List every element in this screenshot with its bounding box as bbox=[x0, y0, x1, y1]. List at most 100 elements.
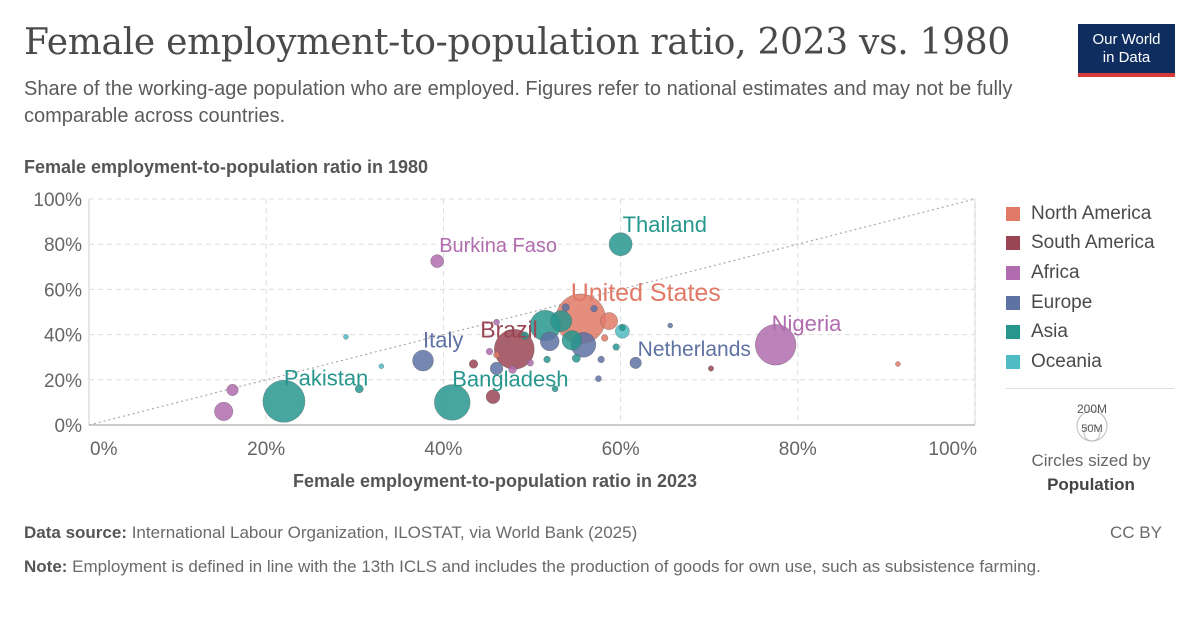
point[interactable] bbox=[493, 318, 500, 326]
point[interactable] bbox=[895, 361, 901, 367]
point[interactable] bbox=[561, 330, 582, 351]
label-italy: Italy bbox=[423, 328, 463, 353]
legend-item-north-america[interactable]: North America bbox=[1006, 199, 1155, 229]
legend-label: North America bbox=[1031, 202, 1152, 224]
point[interactable] bbox=[468, 359, 479, 369]
point[interactable] bbox=[601, 334, 609, 342]
point[interactable] bbox=[489, 361, 504, 376]
point[interactable] bbox=[226, 383, 239, 396]
region-legend: North America South America Africa Europ… bbox=[1006, 199, 1155, 377]
point[interactable] bbox=[378, 363, 385, 369]
chart-title: Female employment-to-population ratio, 2… bbox=[24, 22, 1010, 63]
x-tick-label: 100% bbox=[928, 439, 977, 460]
point[interactable] bbox=[619, 324, 626, 332]
legend-label: Asia bbox=[1031, 321, 1068, 343]
legend-swatch bbox=[1006, 325, 1020, 340]
point-burkina-faso[interactable] bbox=[430, 254, 444, 268]
label-united-states: United States bbox=[571, 279, 721, 307]
logo-line-2: in Data bbox=[1102, 49, 1151, 66]
point[interactable] bbox=[543, 355, 551, 364]
size-label-small: 50M bbox=[1081, 423, 1102, 435]
point[interactable] bbox=[214, 401, 234, 421]
label-burkina-faso: Burkina Faso bbox=[439, 235, 557, 257]
legend-swatch bbox=[1006, 295, 1020, 310]
data-points bbox=[214, 232, 901, 423]
point[interactable] bbox=[551, 385, 559, 393]
point[interactable] bbox=[595, 375, 602, 382]
legend-item-africa[interactable]: Africa bbox=[1006, 258, 1155, 288]
data-source: Data source: International Labour Organi… bbox=[24, 523, 637, 543]
legend-item-europe[interactable]: Europe bbox=[1006, 288, 1155, 318]
y-tick-label: 80% bbox=[44, 235, 82, 256]
point[interactable] bbox=[600, 312, 618, 330]
size-caption-text: Circles sized by bbox=[1031, 451, 1151, 470]
source-label: Data source: bbox=[24, 523, 127, 542]
chart-subtitle: Share of the working-age population who … bbox=[24, 78, 1013, 127]
label-pakistan: Pakistan bbox=[284, 365, 368, 390]
note-text: Employment is defined in line with the 1… bbox=[67, 557, 1041, 576]
legend-label: Africa bbox=[1031, 261, 1080, 283]
point[interactable] bbox=[612, 343, 620, 351]
owid-logo[interactable]: Our World in Data bbox=[1078, 24, 1175, 77]
point[interactable] bbox=[485, 347, 494, 356]
point[interactable] bbox=[526, 359, 534, 367]
diagonal-reference-line bbox=[88, 198, 976, 426]
point[interactable] bbox=[571, 354, 581, 363]
y-tick-label: 40% bbox=[44, 326, 82, 347]
legend-label: Oceania bbox=[1031, 350, 1102, 372]
note-label: Note: bbox=[24, 557, 68, 576]
label-thailand: Thailand bbox=[623, 212, 707, 237]
point[interactable] bbox=[540, 331, 560, 352]
point-pakistan[interactable] bbox=[262, 379, 306, 423]
note: Note: Employment is defined in line with… bbox=[24, 555, 1144, 579]
size-legend: 200M 50M Circles sized by Population bbox=[1006, 388, 1174, 494]
point[interactable] bbox=[708, 365, 714, 372]
license-link[interactable]: CC BY bbox=[1110, 523, 1162, 542]
point-italy[interactable] bbox=[412, 349, 434, 372]
logo-line-1: Our World bbox=[1092, 31, 1161, 48]
legend-swatch bbox=[1006, 236, 1020, 251]
legend-swatch bbox=[1006, 265, 1020, 280]
point[interactable] bbox=[597, 355, 605, 364]
y-tick-label: 20% bbox=[44, 371, 82, 392]
legend-label: South America bbox=[1031, 232, 1155, 254]
point-bangladesh[interactable] bbox=[434, 384, 471, 421]
point[interactable] bbox=[590, 305, 598, 313]
point-labels: United States Brazil Nigeria Burkina Faso Th… bbox=[284, 212, 842, 391]
point[interactable] bbox=[550, 310, 573, 332]
y-tick-label: 60% bbox=[44, 280, 82, 301]
point[interactable] bbox=[561, 303, 570, 312]
legend-swatch bbox=[1006, 206, 1020, 221]
point[interactable] bbox=[520, 331, 530, 340]
point[interactable] bbox=[343, 334, 349, 340]
point[interactable] bbox=[667, 322, 673, 329]
x-tick-label: 40% bbox=[424, 439, 462, 460]
y-axis-label: Female employment-to-population ratio in… bbox=[24, 157, 429, 177]
size-label-large: 200M bbox=[1077, 402, 1107, 416]
label-nigeria: Nigeria bbox=[772, 311, 842, 336]
y-tick-label: 100% bbox=[33, 190, 82, 211]
label-brazil: Brazil bbox=[480, 316, 538, 342]
x-tick-label: 80% bbox=[779, 439, 817, 460]
point[interactable] bbox=[354, 384, 364, 394]
source-text[interactable]: International Labour Organization, ILOST… bbox=[126, 523, 638, 542]
x-tick-label: 0% bbox=[90, 439, 118, 460]
x-axis-label: Female employment-to-population ratio in… bbox=[293, 471, 698, 491]
point[interactable] bbox=[615, 323, 630, 339]
point-nigeria[interactable] bbox=[755, 324, 797, 366]
point[interactable] bbox=[508, 365, 517, 374]
size-legend-circles: 200M 50M bbox=[1076, 402, 1108, 442]
legend-item-south-america[interactable]: South America bbox=[1006, 229, 1155, 259]
legend-item-asia[interactable]: Asia bbox=[1006, 317, 1155, 347]
point-netherlands[interactable] bbox=[629, 356, 642, 369]
size-caption: Circles sized by Population bbox=[1006, 449, 1176, 497]
legend-swatch bbox=[1006, 354, 1020, 369]
label-netherlands: Netherlands bbox=[638, 338, 751, 361]
x-tick-label: 20% bbox=[247, 439, 285, 460]
x-tick-label: 60% bbox=[602, 439, 640, 460]
point[interactable] bbox=[493, 351, 500, 359]
point-thailand[interactable] bbox=[608, 232, 633, 256]
point[interactable] bbox=[485, 389, 501, 404]
legend-item-oceania[interactable]: Oceania bbox=[1006, 347, 1155, 377]
